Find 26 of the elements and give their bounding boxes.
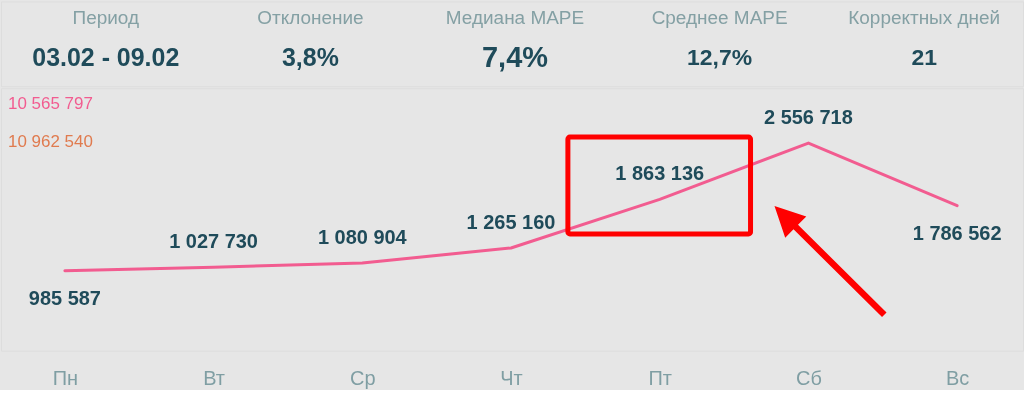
text: 10 565 797 bbox=[7, 94, 93, 114]
data-label: 1 265 160 bbox=[466, 211, 556, 234]
text: 3,8% bbox=[281, 43, 339, 72]
data-label: 1 786 562 bbox=[912, 221, 1002, 244]
category-label: Отклонение bbox=[257, 7, 364, 29]
text: 21 bbox=[911, 44, 937, 71]
category-label: Период bbox=[72, 7, 140, 29]
text: 7,4% bbox=[482, 41, 548, 74]
x-tick-label: Вс bbox=[945, 367, 970, 390]
text: 03.02 - 09.02 bbox=[32, 43, 180, 72]
data-label: 1 863 136 bbox=[615, 162, 705, 185]
x-tick-label: Пт bbox=[648, 367, 672, 390]
category-label: Среднее MAPE bbox=[651, 7, 788, 29]
annotation: 10 962 540 bbox=[7, 132, 93, 152]
x-tick-label: Сб bbox=[796, 367, 822, 390]
text: 12,7% bbox=[687, 44, 753, 71]
category-label: Медиана MAPE bbox=[445, 7, 585, 29]
x-tick-label: Ср bbox=[350, 367, 376, 390]
data-label: 1 027 730 bbox=[169, 230, 258, 253]
x-tick-label: Чт bbox=[500, 367, 523, 390]
data-label: 1 080 904 bbox=[317, 225, 407, 248]
x-tick-label: Пн bbox=[52, 367, 79, 390]
data-label: 2 556 718 bbox=[764, 106, 853, 129]
data-label: 985 587 bbox=[28, 286, 101, 309]
category-label: Корректных дней bbox=[848, 7, 1001, 29]
x-tick-label: Вт bbox=[203, 367, 225, 390]
